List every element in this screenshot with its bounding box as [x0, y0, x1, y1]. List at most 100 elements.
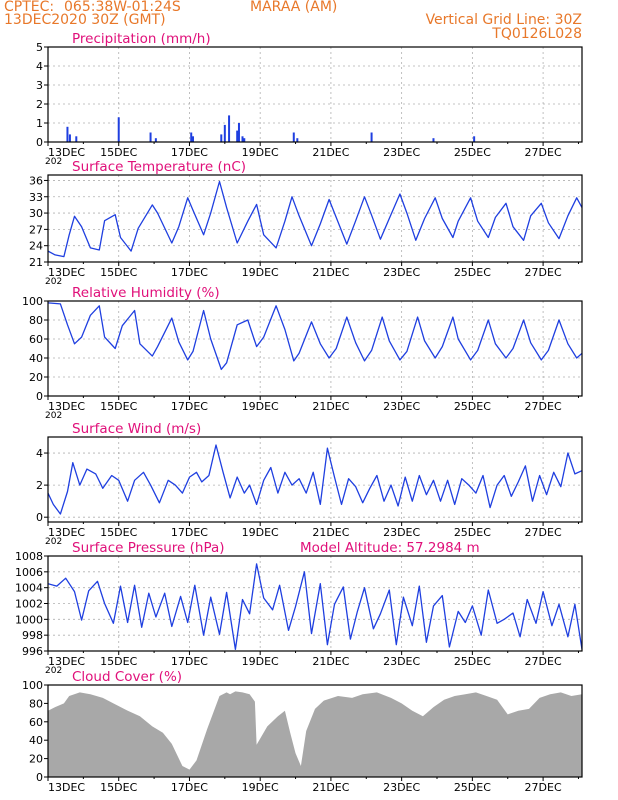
humidity-xtick-label: 23DEC: [383, 400, 420, 413]
humidity-ytick-label: 100: [22, 295, 43, 308]
wind-line: [48, 444, 582, 515]
temperature-frame: [47, 174, 583, 263]
wind-ytick-label: 4: [36, 447, 43, 460]
precipitation-ytick-label: 4: [36, 60, 43, 73]
precipitation-ytick-label: 2: [36, 98, 43, 111]
temperature-xtick-label: 23DEC: [383, 266, 420, 279]
humidity-xtick-label: 13DEC: [48, 400, 85, 413]
humidity-panel: 0 20 40 60 80 100 13DEC 15DEC 17DEC 19DEC 21DEC 23D…: [22, 285, 583, 421]
precipitation-bar: [220, 134, 223, 142]
precipitation-xtick-label: 21DEC: [312, 146, 349, 159]
cloud-cover-xtick-label: 15DEC: [100, 781, 137, 794]
pressure-ytick-label: 1004: [15, 582, 43, 595]
cloud-cover-xtick-label: 17DEC: [171, 781, 208, 794]
precipitation-ytick-label: 3: [36, 79, 43, 92]
precipitation-bar: [228, 115, 231, 142]
temperature-xtick-label: 13DEC: [48, 266, 85, 279]
init-time-label: 13DEC2020 30Z (GMT): [4, 12, 166, 28]
precipitation-title: Precipitation (mm/h): [72, 31, 211, 47]
temperature-year-label: 202: [45, 277, 62, 287]
precipitation-year-label: 202: [45, 157, 62, 167]
temperature-ytick-label: 36: [29, 174, 43, 187]
pressure-xtick-label: 21DEC: [312, 655, 349, 668]
temperature-title: Surface Temperature (nC): [72, 159, 246, 175]
precipitation-xtick-label: 15DEC: [100, 146, 137, 159]
cloud-cover-ytick-label: 60: [29, 716, 43, 729]
pressure-line: [48, 563, 582, 651]
pressure-xtick-label: 27DEC: [525, 655, 562, 668]
wind-ytick-label: 2: [36, 479, 43, 492]
humidity-ytick-label: 60: [29, 333, 43, 346]
precipitation-ytick-label: 0: [36, 136, 43, 149]
pressure-ytick-label: 1002: [15, 598, 43, 611]
wind-frame: [47, 436, 583, 523]
header: CPTEC: 065:38W-01:24S MARAA (AM) 13DEC20…: [0, 0, 618, 46]
pressure-title: Surface Pressure (hPa): [72, 540, 225, 556]
precipitation-bar: [191, 136, 194, 142]
pressure-xtick-label: 13DEC: [48, 655, 85, 668]
precipitation-xtick-label: 27DEC: [525, 146, 562, 159]
cloud-cover-ytick-label: 40: [29, 734, 43, 747]
temperature-ytick-label: 24: [29, 240, 43, 253]
precipitation-ytick-label: 1: [36, 117, 43, 130]
humidity-line: [48, 302, 582, 371]
cloud-cover-ytick-label: 100: [22, 679, 43, 692]
precipitation-bar: [432, 138, 435, 142]
temperature-panel: 21 24 27 30 33 36 13DEC 15DEC 17DEC 19DEC 21DEC 23D…: [29, 159, 583, 287]
cloud-cover-xtick-label: 19DEC: [242, 781, 279, 794]
wind-xtick-label: 27DEC: [525, 526, 562, 539]
precipitation-bar: [237, 123, 240, 142]
temperature-ytick-label: 30: [29, 207, 43, 220]
temperature-xtick-label: 17DEC: [171, 266, 208, 279]
precipitation-bar: [149, 132, 152, 142]
run-code-label: TQ0126L028: [492, 26, 582, 42]
precipitation-xtick-label: 17DEC: [171, 146, 208, 159]
precipitation-bar: [241, 136, 244, 142]
wind-ytick-label: 0: [36, 511, 43, 524]
humidity-ytick-label: 20: [29, 371, 43, 384]
wind-xtick-label: 25DEC: [454, 526, 491, 539]
precipitation-bar: [473, 136, 476, 142]
humidity-xtick-label: 27DEC: [525, 400, 562, 413]
precipitation-bar: [223, 124, 226, 142]
precipitation-bar: [190, 132, 193, 142]
temperature-ytick-label: 21: [29, 256, 43, 269]
pressure-ytick-label: 1006: [15, 566, 43, 579]
cloud-cover-area: [48, 691, 582, 777]
coordinates-label: 065:38W-01:24S: [64, 0, 181, 15]
precipitation-bar: [75, 136, 78, 142]
pressure-xtick-label: 23DEC: [383, 655, 420, 668]
location-label: MARAA (AM): [250, 0, 338, 15]
pressure-xtick-label: 25DEC: [454, 655, 491, 668]
precipitation-bar: [292, 132, 295, 142]
precipitation-bar: [243, 138, 246, 142]
cloud-cover-frame: [47, 684, 583, 778]
pressure-year-label: 202: [45, 666, 62, 676]
cloud-cover-xtick-label: 27DEC: [525, 781, 562, 794]
precipitation-bar: [154, 138, 157, 142]
pressure-ytick-label: 1008: [15, 550, 43, 563]
humidity-ytick-label: 0: [36, 390, 43, 403]
precipitation-xtick-label: 23DEC: [383, 146, 420, 159]
humidity-ytick-label: 80: [29, 314, 43, 327]
humidity-title: Relative Humidity (%): [72, 285, 220, 301]
precipitation-panel: 0 1 2 3 4 5 13DEC 15DEC 17DEC 19DEC 21DEC 23DEC 25DE…: [36, 31, 583, 167]
precipitation-bar: [370, 132, 373, 142]
precipitation-bar: [68, 134, 71, 142]
wind-title: Surface Wind (m/s): [72, 421, 201, 437]
humidity-xtick-label: 15DEC: [100, 400, 137, 413]
humidity-xtick-label: 21DEC: [312, 400, 349, 413]
cloud-cover-ytick-label: 0: [36, 771, 43, 784]
wind-panel: 0 2 4 13DEC 15DEC 17DEC 19DEC 21DEC 23DEC 25DEC 27…: [36, 421, 583, 547]
pressure-xtick-label: 15DEC: [100, 655, 137, 668]
temperature-xtick-label: 15DEC: [100, 266, 137, 279]
cloud-cover-xtick-label: 23DEC: [383, 781, 420, 794]
humidity-xtick-label: 19DEC: [242, 400, 279, 413]
wind-xtick-label: 23DEC: [383, 526, 420, 539]
precipitation-xtick-label: 25DEC: [454, 146, 491, 159]
temperature-ytick-label: 33: [29, 191, 43, 204]
wind-xtick-label: 17DEC: [171, 526, 208, 539]
temperature-line: [48, 180, 582, 258]
cloud-cover-ytick-label: 80: [29, 697, 43, 710]
